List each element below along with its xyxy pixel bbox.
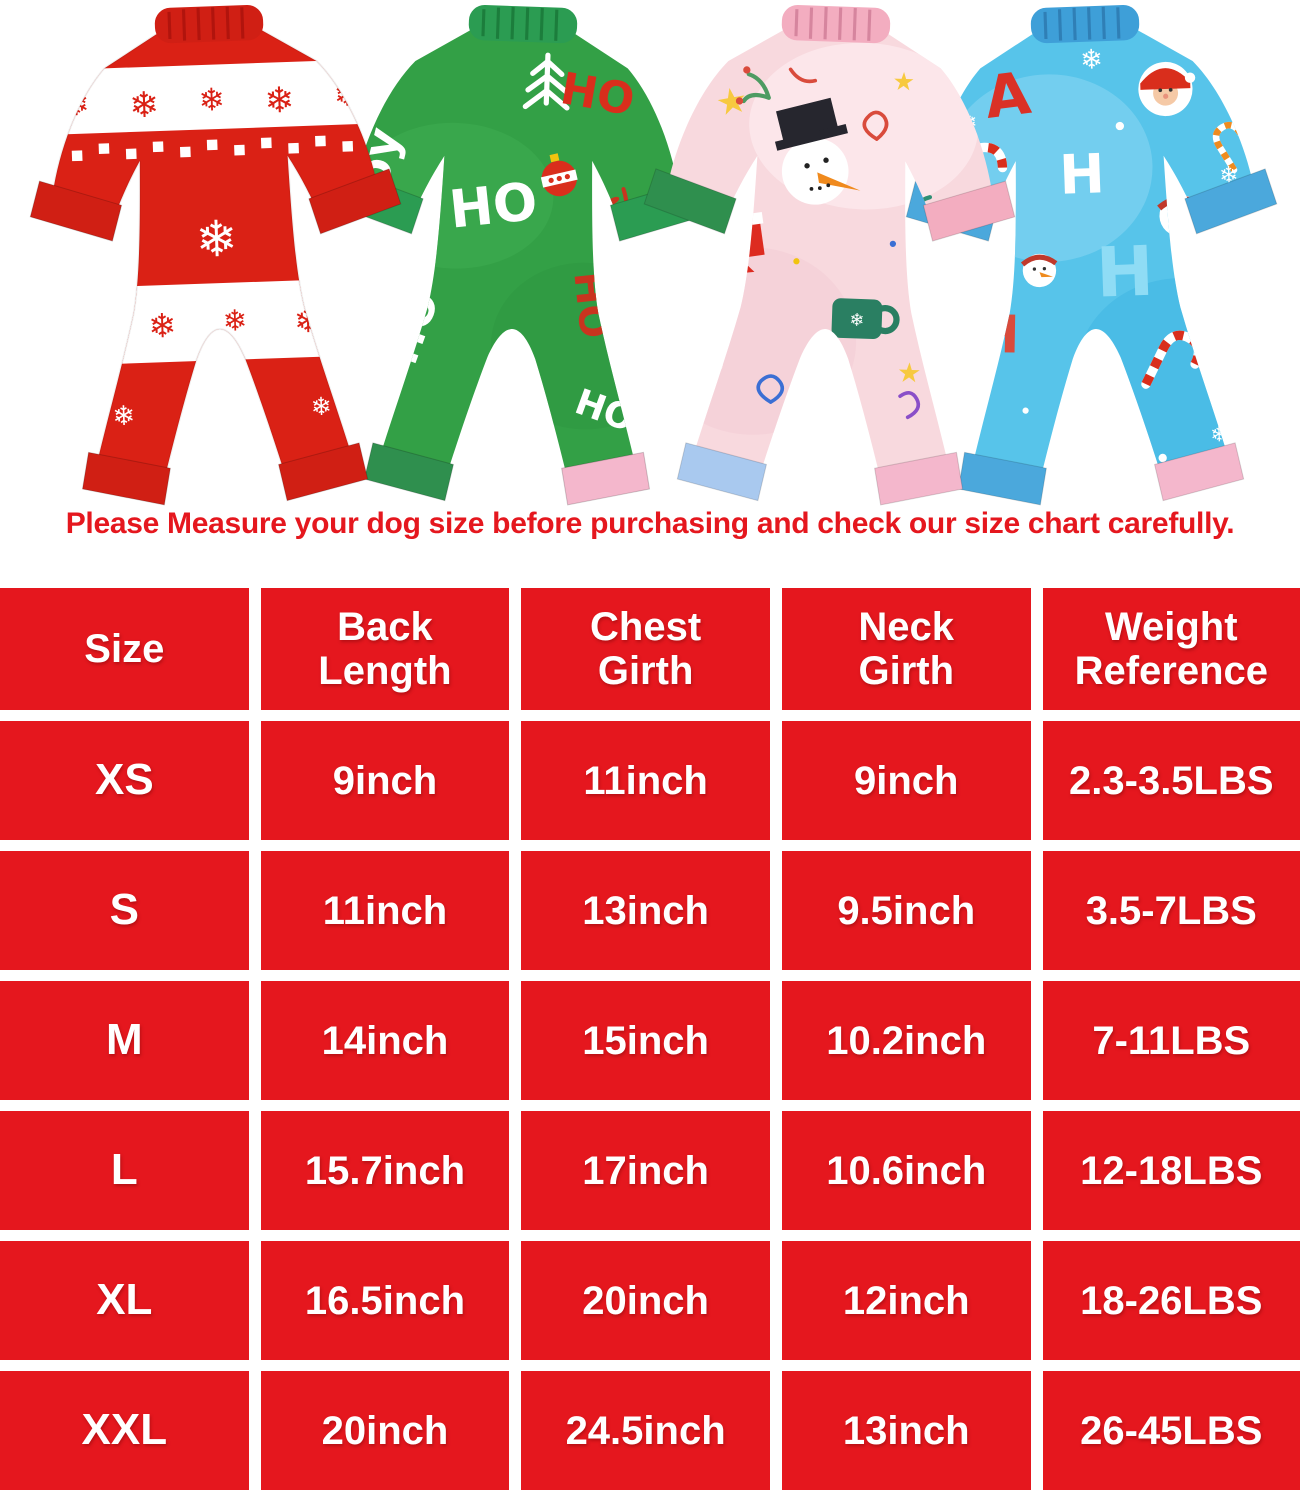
star-icon: ★ <box>897 358 922 390</box>
size-chart-cell: 3.5-7LBS <box>1042 851 1300 970</box>
snowflake-icon: ❄ <box>112 401 136 433</box>
pajama-print-text: A <box>981 59 1034 132</box>
snowflake-icon: ❄ <box>310 392 332 422</box>
svg-text:❄: ❄ <box>849 311 865 332</box>
size-chart-header-cell: Weight Reference <box>1042 588 1300 710</box>
snowflake-icon: ❄ <box>358 301 382 333</box>
santa-motif <box>1138 61 1196 117</box>
measure-notice-text: Please Measure your dog size before purc… <box>65 507 1235 540</box>
size-chart-cell: 26-45LBS <box>1042 1371 1300 1490</box>
size-chart-cell: 14inch <box>260 981 510 1100</box>
size-chart-cell: 17inch <box>521 1111 770 1230</box>
snowflake-icon: ❄ <box>1067 418 1091 450</box>
size-chart-cell: 16.5inch <box>260 1241 510 1360</box>
size-chart-cell: 20inch <box>260 1371 510 1490</box>
snowman-head-motif <box>1020 253 1058 288</box>
size-chart-cell: 20inch <box>521 1241 770 1360</box>
berries-dots <box>735 66 897 265</box>
size-chart-cell: 10.6inch <box>781 1111 1031 1230</box>
size-chart-size-label: L <box>0 1111 249 1230</box>
pajama-blue-santa: H A H H <box>869 0 1300 512</box>
size-chart-cell: 9inch <box>260 721 510 840</box>
ribbed-collar <box>1030 5 1140 44</box>
snowman-motif <box>774 97 861 205</box>
size-chart-size-label: XS <box>0 721 249 840</box>
ornament-motif <box>540 153 578 197</box>
size-chart-cell: 13inch <box>521 851 770 970</box>
hero-product-photos: ❄ ❄ ❄ ❄ ❄ ❄ ❄ ❄ ❄ ❄ ❄ ❄ ❄ <box>0 0 1300 506</box>
size-chart-cell: 2.3-3.5LBS <box>1042 721 1300 840</box>
size-chart-cell: 24.5inch <box>521 1371 770 1490</box>
pine-tree-motif <box>522 52 570 111</box>
mug-motif: ❄ <box>831 298 900 339</box>
size-chart-size-label: XL <box>0 1241 249 1360</box>
size-chart-cell: 11inch <box>260 851 510 970</box>
snowflake-icon: ❄ <box>217 421 241 453</box>
size-chart-header-cell: Size <box>0 588 249 710</box>
snowflake-icon: ❄ <box>333 77 360 114</box>
size-chart-table: Size Back Length Chest Girth Neck Girth … <box>0 588 1300 1490</box>
snowflake-icon: ❄ <box>63 87 90 124</box>
ribbed-cuffs <box>643 168 1016 506</box>
ornament-motif <box>472 387 506 420</box>
size-chart-size-label: S <box>0 851 249 970</box>
snowflake-icon: ❄ <box>148 306 177 346</box>
pajama-pink-snowman: ★ ★ ★ ★ ❄ <box>599 0 1056 513</box>
size-chart-cell: 13inch <box>781 1371 1031 1490</box>
snowflake-icon: ❄ <box>1080 44 1104 76</box>
snowflake-icon: ❄ <box>198 82 225 119</box>
size-chart-size-label: XXL <box>0 1371 249 1490</box>
size-chart-header-cell: Neck Girth <box>781 588 1031 710</box>
ribbed-collar <box>154 5 264 44</box>
star-icon: ★ <box>892 67 915 97</box>
size-chart-cell: 9inch <box>781 721 1031 840</box>
size-chart-cell: 12inch <box>781 1241 1031 1360</box>
size-chart-cell: 11inch <box>521 721 770 840</box>
size-chart-size-label: M <box>0 981 249 1100</box>
size-chart-header-cell: Back Length <box>260 588 510 710</box>
size-chart-cell: 12-18LBS <box>1042 1111 1300 1230</box>
pajama-red-fairisle: ❄ ❄ ❄ ❄ ❄ ❄ ❄ ❄ ❄ ❄ ❄ ❄ ❄ <box>0 0 441 512</box>
size-chart-header-cell: Chest Girth <box>521 588 770 710</box>
snowflake-icon: ❄ <box>129 84 160 126</box>
size-chart-cell: 15inch <box>521 981 770 1100</box>
pajama-print-text: HO <box>557 63 639 126</box>
pajama-print-text: H <box>1058 142 1105 207</box>
ribbed-collar <box>781 5 891 44</box>
size-chart-cell: 9.5inch <box>781 851 1031 970</box>
ribbed-cuffs <box>29 168 402 506</box>
size-chart-cell: 15.7inch <box>260 1111 510 1230</box>
ribbed-collar <box>468 5 578 44</box>
pajama-print-text: H <box>1095 232 1155 314</box>
size-chart-cell: 18-26LBS <box>1042 1241 1300 1360</box>
snowflake-icon: ❄ <box>77 308 103 343</box>
size-chart-cell: 7-11LBS <box>1042 981 1300 1100</box>
star-icon: ★ <box>702 267 723 294</box>
bunny-motif <box>700 333 724 377</box>
snowflake-icon: ❄ <box>222 303 248 338</box>
snowflake-icon: ❄ <box>264 80 295 122</box>
pajama-print-text: HO <box>447 172 541 241</box>
size-chart-cell: 10.2inch <box>781 981 1031 1100</box>
snowflake-icon: ❄ <box>195 209 239 268</box>
snowflake-icon: ❄ <box>1210 422 1228 447</box>
